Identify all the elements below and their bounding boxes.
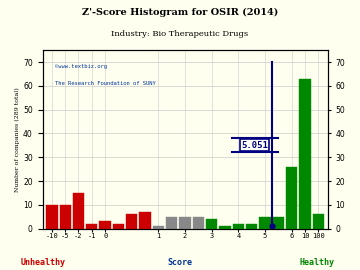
Bar (193, 217, 204, 229)
Text: The Research Foundation of SUNY: The Research Foundation of SUNY (54, 81, 155, 86)
Text: Industry: Bio Therapeutic Drugs: Industry: Bio Therapeutic Drugs (112, 30, 248, 38)
Text: Healthy: Healthy (299, 258, 334, 267)
Text: ©www.textbiz.org: ©www.textbiz.org (54, 64, 107, 69)
Bar (219, 226, 231, 229)
Bar (73, 193, 84, 229)
Text: Score: Score (167, 258, 193, 267)
Bar (179, 217, 191, 229)
Bar (46, 205, 58, 229)
Bar (126, 214, 138, 229)
Bar (99, 221, 111, 229)
Bar (312, 214, 324, 229)
Text: 5.051: 5.051 (241, 141, 268, 150)
Bar (299, 79, 311, 229)
Bar (113, 224, 124, 229)
Bar (233, 224, 244, 229)
Y-axis label: Number of companies (289 total): Number of companies (289 total) (15, 87, 20, 192)
Bar (153, 226, 164, 229)
Bar (206, 219, 217, 229)
Bar (139, 212, 151, 229)
Bar (59, 205, 71, 229)
Text: Unhealthy: Unhealthy (21, 258, 66, 267)
Bar (273, 217, 284, 229)
Bar (286, 167, 297, 229)
Text: Z'-Score Histogram for OSIR (2014): Z'-Score Histogram for OSIR (2014) (82, 8, 278, 17)
Bar (259, 217, 271, 229)
Bar (246, 224, 257, 229)
Bar (166, 217, 177, 229)
Bar (86, 224, 98, 229)
